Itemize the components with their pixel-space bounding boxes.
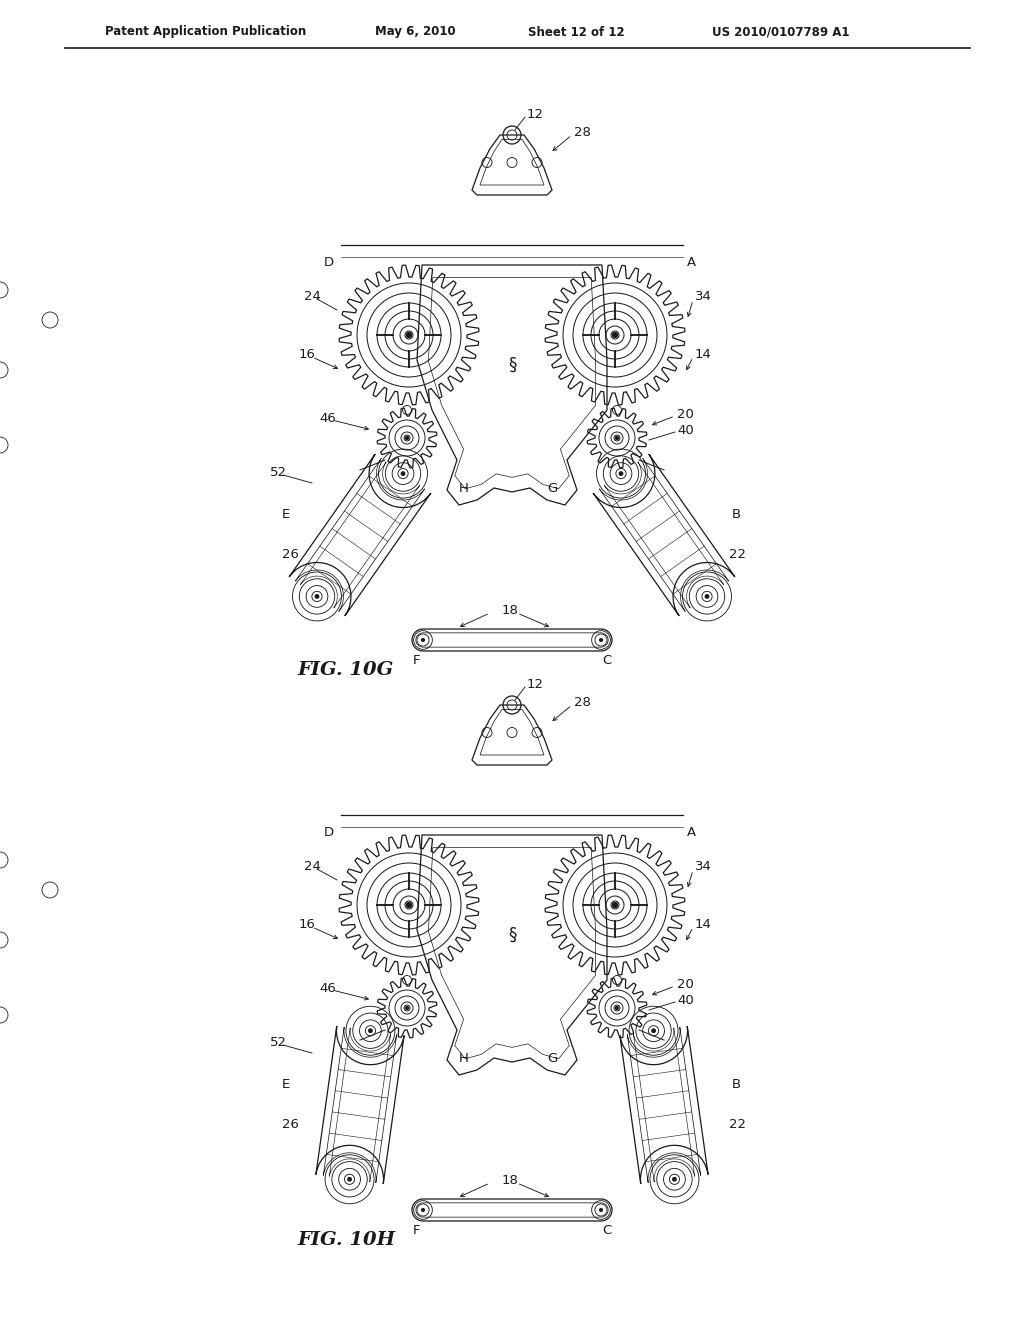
Text: G: G [547, 482, 557, 495]
Circle shape [615, 437, 618, 440]
Text: F: F [414, 1224, 421, 1237]
Circle shape [401, 471, 404, 475]
Text: 28: 28 [574, 127, 591, 140]
Text: Sheet 12 of 12: Sheet 12 of 12 [528, 25, 625, 38]
Text: 46: 46 [319, 412, 336, 425]
Text: C: C [602, 1224, 611, 1237]
Circle shape [407, 903, 412, 908]
Circle shape [407, 333, 412, 338]
Circle shape [673, 1177, 676, 1181]
Circle shape [348, 1177, 351, 1181]
Circle shape [706, 595, 709, 598]
Text: A: A [687, 826, 696, 840]
Text: 26: 26 [282, 549, 299, 561]
Text: 16: 16 [299, 348, 315, 362]
Text: G: G [547, 1052, 557, 1064]
Text: 20: 20 [677, 978, 694, 990]
Text: E: E [282, 508, 290, 521]
Text: D: D [324, 826, 334, 840]
Text: 20: 20 [677, 408, 694, 421]
Text: 34: 34 [695, 290, 712, 304]
Text: 18: 18 [502, 1173, 519, 1187]
Text: 14: 14 [695, 348, 712, 362]
Text: C: C [602, 653, 611, 667]
Text: FIG. 10H: FIG. 10H [297, 1232, 395, 1249]
Text: D: D [324, 256, 334, 269]
Text: 46: 46 [319, 982, 336, 994]
Text: 22: 22 [729, 549, 746, 561]
Text: 24: 24 [304, 861, 321, 874]
Text: H: H [459, 482, 469, 495]
Circle shape [406, 437, 409, 440]
Circle shape [612, 903, 617, 908]
Text: A: A [687, 256, 696, 269]
Text: §: § [508, 356, 516, 374]
Circle shape [406, 1006, 409, 1010]
Circle shape [422, 1209, 424, 1212]
Text: 28: 28 [574, 697, 591, 710]
Text: 12: 12 [527, 108, 544, 121]
Text: 16: 16 [299, 919, 315, 932]
Text: Patent Application Publication: Patent Application Publication [105, 25, 306, 38]
Text: 52: 52 [270, 466, 287, 479]
Text: 22: 22 [729, 1118, 746, 1131]
Text: 18: 18 [502, 603, 519, 616]
Circle shape [612, 333, 617, 338]
Text: 40: 40 [677, 994, 693, 1006]
Text: H: H [459, 1052, 469, 1064]
Text: 40: 40 [677, 424, 693, 437]
Text: May 6, 2010: May 6, 2010 [375, 25, 456, 38]
Circle shape [652, 1030, 655, 1032]
Text: US 2010/0107789 A1: US 2010/0107789 A1 [712, 25, 850, 38]
Text: 12: 12 [527, 678, 544, 692]
Text: FIG. 10G: FIG. 10G [297, 661, 393, 678]
Text: B: B [732, 508, 741, 521]
Text: 24: 24 [304, 290, 321, 304]
Circle shape [422, 639, 424, 642]
Circle shape [620, 471, 623, 475]
Circle shape [600, 639, 602, 642]
Text: E: E [282, 1078, 290, 1092]
Circle shape [369, 1030, 372, 1032]
Text: 52: 52 [270, 1036, 287, 1049]
Circle shape [615, 1006, 618, 1010]
Text: B: B [732, 1078, 741, 1092]
Circle shape [600, 1209, 602, 1212]
Text: 14: 14 [695, 919, 712, 932]
Text: §: § [508, 927, 516, 944]
Text: 34: 34 [695, 861, 712, 874]
Circle shape [315, 595, 318, 598]
Text: F: F [414, 653, 421, 667]
Text: 26: 26 [282, 1118, 299, 1131]
